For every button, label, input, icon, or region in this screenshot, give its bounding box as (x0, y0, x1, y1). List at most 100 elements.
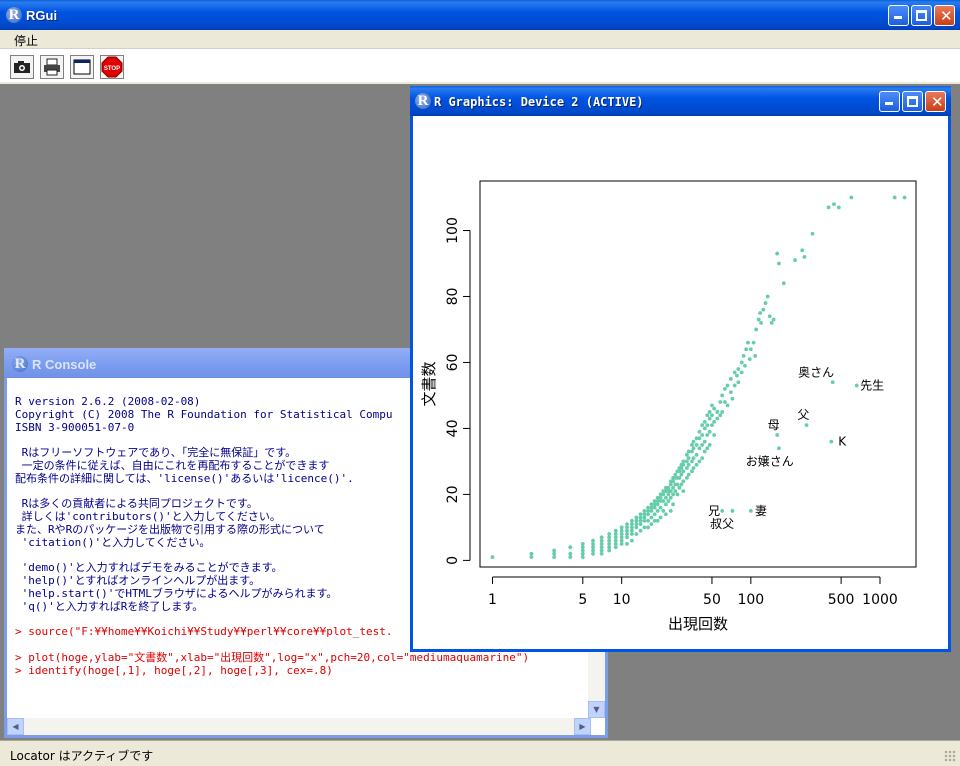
data-point (705, 433, 710, 437)
rgui-title-bar[interactable]: R RGui ✕ (0, 0, 960, 30)
data-point (646, 525, 650, 530)
console-output-line: ISBN 3-900051-07-0 (15, 420, 135, 434)
status-text: Locator はアクティブです (10, 749, 154, 763)
scroll-down-icon[interactable]: ▼ (588, 701, 605, 718)
x-tick-label: 1000 (862, 592, 898, 608)
data-point (649, 509, 654, 513)
data-point (707, 443, 712, 447)
data-point (679, 472, 684, 477)
data-point (686, 472, 691, 477)
console-output-line: 'help.start()'でHTMLブラウザによるヘルプがみられます。 (15, 586, 338, 600)
data-point (743, 363, 747, 368)
copy-graph-button[interactable] (10, 55, 34, 79)
data-point (681, 479, 686, 484)
data-point (661, 509, 666, 513)
graphics-title-bar[interactable]: R R Graphics: Device 2 (ACTIVE) ✕ (410, 86, 951, 116)
data-point (690, 449, 694, 454)
data-point (661, 489, 666, 494)
data-point (613, 545, 618, 550)
scatter-plot[interactable]: 1 5 10 50 100 500 1000 0 20 40 60 80 100 兄叔父 妻 お嬢さん 母 父… (413, 116, 948, 649)
maximize-button[interactable] (911, 5, 932, 26)
data-point (732, 370, 737, 375)
console-output-line: Rはフリーソフトウェアであり、「完全に無保証」です。 (15, 446, 297, 460)
data-point (761, 307, 766, 312)
data-point (697, 436, 702, 441)
console-output-line: 'q()'と入力すればRを終了します。 (15, 599, 204, 613)
point-label: 父 (797, 408, 809, 422)
data-point (725, 383, 730, 388)
scroll-left-icon[interactable]: ◀ (7, 718, 24, 735)
status-bar: Locator はアクティブです (0, 740, 960, 766)
data-point (658, 515, 663, 520)
point-label: 叔父 (710, 517, 734, 531)
close-button[interactable]: ✕ (934, 5, 955, 26)
data-point (686, 449, 691, 454)
data-point (664, 502, 668, 507)
data-point (739, 360, 744, 365)
graphics-minimize-button[interactable] (879, 91, 900, 112)
data-point (649, 522, 654, 527)
data-point (775, 433, 780, 437)
graphics-title: R Graphics: Device 2 (ACTIVE) (434, 95, 644, 109)
data-point (685, 452, 689, 457)
data-point (697, 429, 702, 434)
data-point (694, 443, 699, 447)
data-point (625, 528, 629, 533)
data-point (580, 545, 585, 550)
data-point (836, 205, 841, 210)
graphics-close-button[interactable]: ✕ (925, 91, 946, 112)
data-point (652, 518, 657, 523)
data-point (700, 456, 705, 461)
data-point (673, 472, 678, 477)
data-point (666, 499, 671, 503)
data-point (599, 538, 604, 543)
data-point (720, 509, 725, 513)
point-label: K (838, 435, 847, 449)
data-point (668, 482, 673, 487)
print-button[interactable] (40, 55, 64, 79)
data-point (754, 327, 759, 332)
data-point (751, 340, 756, 345)
data-point (756, 317, 761, 322)
data-point (775, 251, 780, 256)
data-point (634, 525, 639, 530)
data-point (690, 459, 694, 464)
data-point (715, 410, 720, 414)
data-point (652, 502, 657, 507)
console-output[interactable]: R version 2.6.2 (2008-02-08) Copyright (C… (7, 378, 591, 718)
console-window-button[interactable] (70, 55, 94, 79)
graphics-maximize-button[interactable] (902, 91, 923, 112)
r-graphics-window[interactable]: R R Graphics: Device 2 (ACTIVE) ✕ 1 5 10 50… (410, 86, 951, 652)
minimize-button[interactable] (888, 5, 909, 26)
data-point (707, 429, 712, 434)
data-point (748, 347, 753, 352)
data-point (634, 515, 639, 520)
data-point (613, 535, 618, 540)
data-point (646, 518, 650, 523)
menu-item-stop[interactable]: 停止 (14, 34, 39, 48)
r-logo-icon: R (6, 7, 22, 23)
data-point (892, 195, 897, 200)
y-tick-label: 100 (445, 217, 461, 244)
data-point (625, 522, 629, 527)
y-tick-label: 0 (445, 556, 461, 565)
data-point (552, 551, 557, 556)
data-point (658, 505, 663, 510)
data-point (568, 545, 573, 550)
data-point (630, 522, 634, 527)
stop-button[interactable]: STOP (100, 55, 124, 79)
data-point (697, 459, 702, 464)
data-point (712, 419, 717, 424)
scroll-right-icon[interactable]: ▶ (574, 718, 591, 735)
camera-icon (14, 61, 30, 73)
console-horizontal-scrollbar[interactable]: ◀ ▶ (7, 718, 591, 735)
data-point (718, 413, 723, 418)
console-title: R Console (32, 357, 97, 372)
data-point (694, 462, 699, 467)
data-point (661, 492, 666, 497)
data-point (655, 502, 660, 507)
y-tick-label: 80 (445, 288, 461, 306)
data-point (685, 476, 689, 480)
resize-grip-icon[interactable] (944, 750, 956, 762)
data-point (728, 390, 733, 395)
